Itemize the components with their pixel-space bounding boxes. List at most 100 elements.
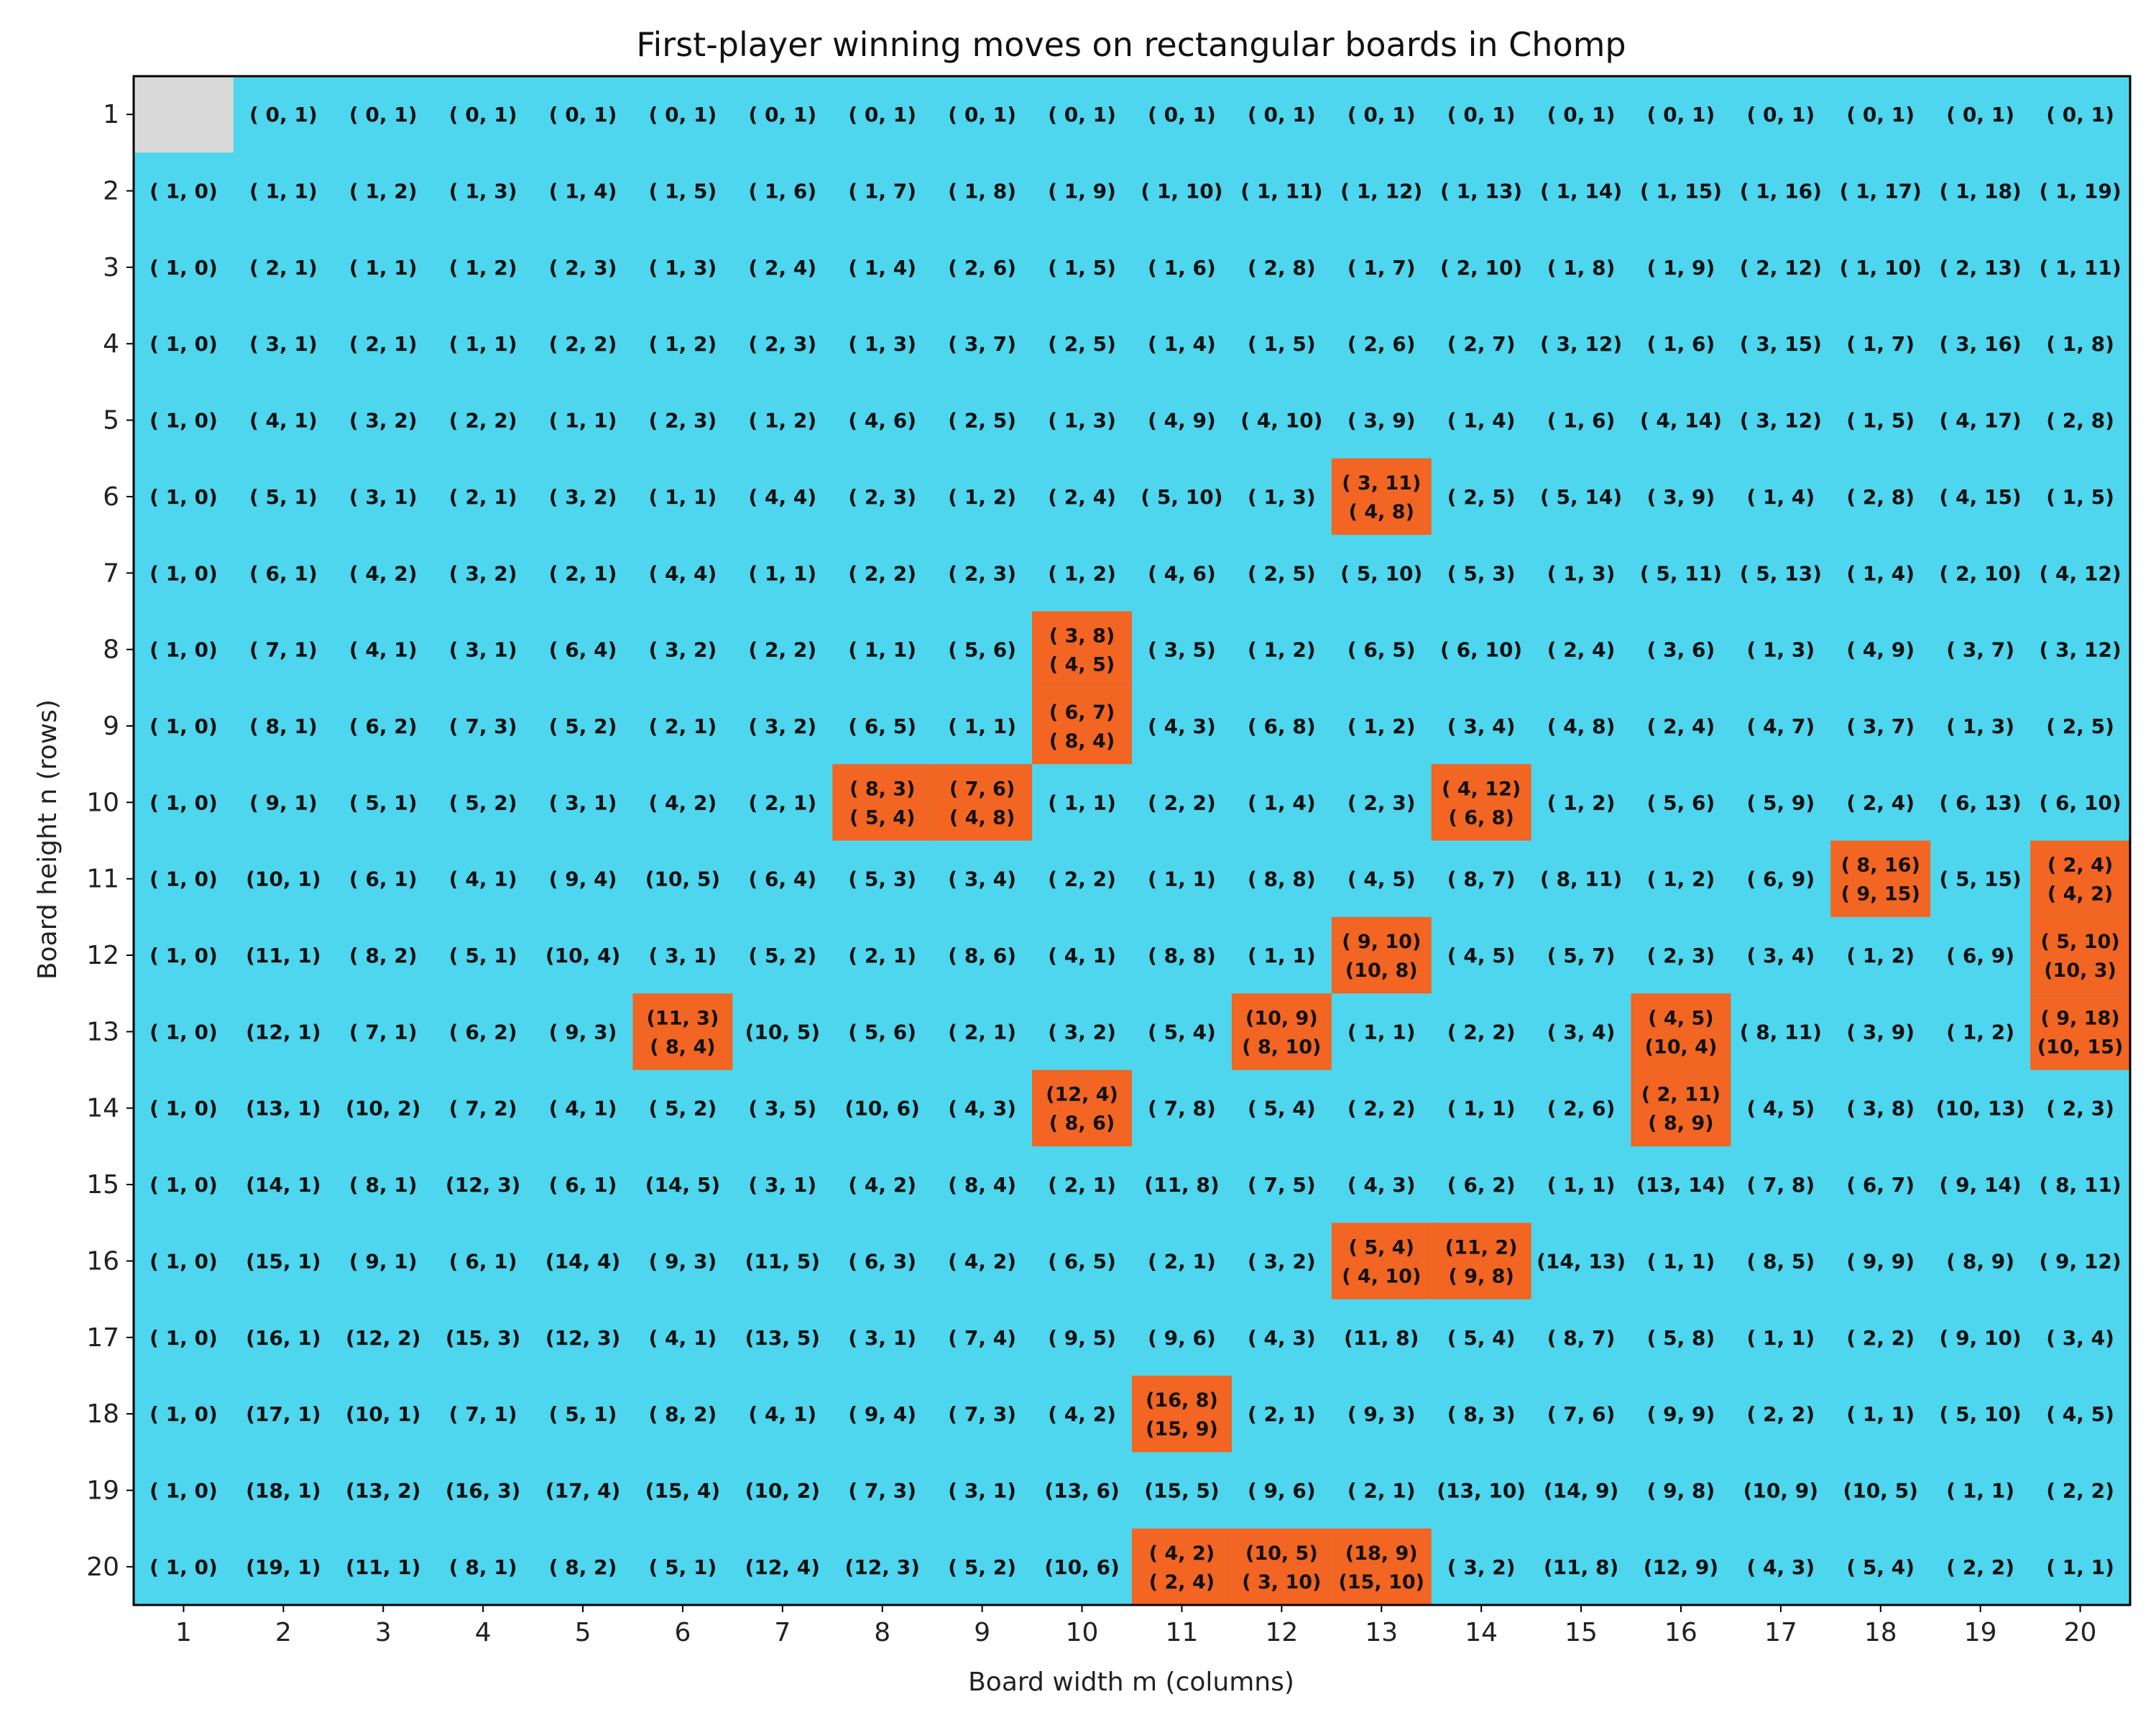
cell-move-label: ( 8, 9) [1648,1113,1713,1135]
table-cell: ( 2, 5) [948,409,1016,433]
table-cell: ( 2, 4) [748,256,816,280]
table-cell: ( 1, 3) [1746,638,1815,662]
plot-frame [132,75,2132,1606]
cell-move-label: ( 5, 2) [549,714,617,738]
cell-move-label: ( 2, 6) [1348,332,1416,356]
table-cell: ( 0, 1) [948,103,1016,126]
table-cell: ( 1, 6) [1547,409,1616,433]
cell-move-label: ( 2, 1) [549,561,617,585]
table-cell: ( 1, 0) [149,180,218,203]
cell-move-label: ( 2, 4) [748,256,816,280]
table-cell: (11, 5) [745,1249,820,1273]
cell-move-label: ( 3, 10) [1242,1571,1321,1593]
table-cell: ( 1, 6) [748,180,816,203]
table-cell: ( 2, 2) [549,332,617,356]
table-cell: ( 1, 0) [149,944,218,967]
cell-move-label: ( 1, 2) [1946,1020,2014,1044]
table-cell: ( 1, 0) [149,638,218,662]
table-cell: ( 9, 1) [249,791,318,814]
table-cell: ( 1, 1) [948,714,1016,738]
cell-move-label: ( 5, 10) [2040,931,2119,953]
table-cell: ( 9, 4) [549,868,617,891]
table-cell: ( 7, 2) [449,1097,517,1121]
table-cell: ( 8, 2) [649,1402,717,1426]
table-cell: (13, 14) [1636,1173,1726,1197]
cell-move-label: ( 2, 3) [649,409,717,433]
cell-move-label: ( 1, 0) [149,714,218,738]
cell-move-label: ( 5, 10) [1340,561,1422,585]
table-cell: ( 2, 2) [848,561,916,585]
cell-move-label: ( 2, 4) [1149,1571,1215,1593]
cell-move-label: ( 2, 1) [1148,1249,1216,1273]
cell-move-label: ( 4, 8) [1349,501,1414,523]
table-cell: ( 2, 2) [1348,1097,1416,1121]
table-cell: ( 6, 3) [848,1249,916,1273]
multi-move-cell [2030,993,2130,1070]
cell-move-label: ( 4, 15) [1940,485,2022,509]
table-cell: ( 2, 3) [1348,791,1416,814]
cell-move-label: ( 3, 1) [748,1173,816,1197]
cell-move-label: ( 1, 17) [1840,180,1922,203]
cell-move-label: ( 1, 1) [1447,1097,1516,1121]
table-cell: ( 5, 13) [1740,561,1822,585]
cell-move-label: ( 5, 15) [1940,868,2022,891]
cell-move-label: ( 7, 8) [1148,1097,1216,1121]
multi-move-cell [1231,993,1332,1070]
cell-move-label: ( 2, 2) [2046,1478,2114,1502]
table-cell: (10, 6) [1044,1555,1119,1579]
table-cell: ( 6, 2) [449,1020,517,1044]
cell-move-label: (15, 1) [246,1249,321,1273]
cell-move-label: (18, 1) [246,1478,321,1502]
cell-move-label: ( 2, 4) [1547,638,1616,662]
cell-move-label: ( 1, 1) [1048,791,1116,814]
table-cell: ( 1, 6) [1647,332,1715,356]
cell-move-label: ( 4, 9) [1846,638,1915,662]
table-cell: ( 4, 3) [1248,1326,1316,1350]
cell-move-label: ( 1, 4) [848,256,916,280]
cell-move-label: ( 1, 1) [2046,1555,2114,1579]
cell-move-label: ( 1, 4) [1846,561,1915,585]
cell-move-label: (16, 3) [446,1478,520,1502]
cell-move-label: ( 4, 4) [748,485,816,509]
table-cell: ( 1, 19) [2039,180,2121,203]
cell-move-label: (11, 5) [745,1249,820,1273]
cell-move-label: ( 9, 15) [1841,883,1920,906]
cell-move-label: ( 4, 12) [1442,778,1521,800]
table-cell: ( 1, 5) [1048,256,1116,280]
multi-move-cell [1431,764,1531,841]
table-cell: ( 3, 4) [948,868,1016,891]
cell-move-label: ( 2, 2) [1447,1020,1516,1044]
table-cell: ( 1, 1) [1148,868,1216,891]
table-cell: ( 4, 1) [449,868,517,891]
cell-move-label: ( 2, 3) [948,561,1016,585]
table-cell: ( 1, 3) [1248,485,1316,509]
table-cell: (13, 6) [1044,1478,1119,1502]
table-cell: ( 1, 0) [149,409,218,433]
table-cell: (17, 4) [545,1478,620,1502]
cell-move-label: ( 2, 1) [1348,1478,1416,1502]
table-cell: ( 2, 2) [1148,791,1216,814]
cell-move-label: ( 1, 1) [449,332,517,356]
cell-move-label: ( 3, 12) [1740,409,1822,433]
table-cell: ( 2, 3) [748,332,816,356]
table-cell: ( 8, 11) [1740,1020,1822,1044]
cell-move-label: ( 1, 2) [649,332,717,356]
cell-move-label: ( 9, 18) [2040,1007,2119,1029]
table-cell: ( 5, 11) [1640,561,1722,585]
cell-move-label: ( 2, 1) [1248,1402,1316,1426]
cell-move-label: ( 3, 6) [1647,638,1715,662]
table-cell: ( 1, 0) [149,714,218,738]
losing-cell [134,76,234,153]
table-cell: ( 3, 2) [349,409,418,433]
cell-move-label: (10, 5) [745,1020,820,1044]
cell-move-label: (12, 4) [1046,1084,1118,1106]
table-cell: ( 1, 1) [1946,1478,2014,1502]
table-cell: ( 3, 5) [748,1097,816,1121]
multi-move-cell [1631,1070,1731,1146]
x-tick-label: 4 [475,1618,492,1647]
table-cell: ( 3, 2) [449,561,517,585]
table-cell: ( 1, 0) [149,1555,218,1579]
table-cell: ( 1, 4) [1148,332,1216,356]
table-cell: ( 3, 9) [1348,409,1416,433]
table-cell: ( 3, 1) [449,638,517,662]
